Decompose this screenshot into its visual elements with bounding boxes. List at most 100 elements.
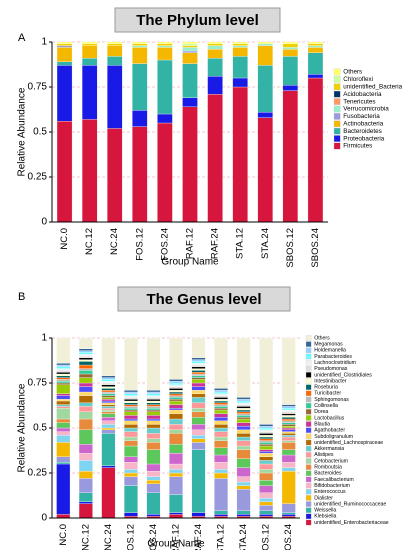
- bar-segment: [281, 503, 296, 513]
- bar-segment: [56, 377, 71, 380]
- legend-swatch: [305, 464, 312, 470]
- x-tick-label: STA.24: [238, 524, 249, 550]
- bar-segment: [307, 47, 324, 53]
- bar-segment: [56, 418, 71, 423]
- bar-segment: [123, 456, 138, 463]
- x-tick-label: RAF.24: [193, 524, 204, 550]
- bar-segment: [78, 368, 93, 371]
- bar-segment: [146, 476, 161, 481]
- x-tick-label: STA.24: [260, 228, 271, 259]
- bar-segment: [191, 366, 206, 369]
- bar-segment: [191, 449, 206, 513]
- bar-segment: [123, 390, 138, 393]
- x-tick-label: SBOS.24: [310, 228, 321, 268]
- bar-segment: [146, 420, 161, 425]
- y-tick-label: 0: [41, 217, 47, 228]
- bar-segment: [56, 61, 73, 66]
- bar-segment: [214, 337, 229, 389]
- bar-segment: [259, 431, 274, 434]
- bar-segment: [169, 386, 183, 389]
- legend-swatch: [305, 476, 312, 483]
- bar-segment: [169, 391, 183, 394]
- bar-segment: [157, 59, 173, 115]
- bar-segment: [281, 420, 296, 423]
- legend-label: Megamonas: [314, 342, 343, 348]
- bar-segment: [146, 395, 161, 398]
- bar-segment: [236, 514, 251, 517]
- bar-segment: [107, 56, 123, 66]
- x-tick-label: FOS.24: [159, 228, 170, 261]
- bar-segment: [169, 382, 183, 385]
- legend-swatch: [305, 519, 312, 526]
- bar-segment: [146, 415, 161, 420]
- legend-swatch: [305, 390, 312, 397]
- bar-segment: [182, 97, 198, 107]
- legend-swatch: [305, 482, 312, 489]
- legend-swatch: [305, 445, 312, 452]
- y-axis-label: Relative Abundance: [17, 383, 28, 472]
- bar-segment: [214, 393, 229, 396]
- bar-segment: [56, 366, 71, 369]
- bar-segment: [56, 382, 71, 385]
- chart-title: The Genus level: [146, 291, 261, 308]
- legend-label: Faecalibacterium: [314, 477, 354, 483]
- bar-segment: [259, 337, 274, 425]
- bar-segment: [56, 375, 71, 378]
- bar-segment: [123, 445, 138, 457]
- bar-segment: [146, 399, 161, 402]
- bar-segment: [236, 397, 251, 400]
- bar-segment: [81, 65, 98, 120]
- bar-segment: [146, 337, 161, 391]
- bar-segment: [78, 382, 93, 387]
- bar-segment: [191, 364, 206, 367]
- bar-segment: [207, 94, 223, 223]
- bar-segment: [232, 45, 248, 48]
- bar-segment: [259, 445, 274, 450]
- bar-segment: [123, 402, 138, 405]
- legend-label: Enterococcus: [314, 489, 346, 495]
- bar-segment: [123, 400, 138, 403]
- bar-segment: [101, 388, 116, 391]
- title-box: [117, 286, 291, 312]
- bar-segment: [169, 453, 183, 465]
- legend-swatch: [305, 341, 312, 347]
- legend-swatch: [305, 409, 312, 415]
- y-tick-label: 0.5: [33, 423, 47, 434]
- bar-segment: [101, 433, 116, 466]
- bar-segment: [307, 74, 324, 79]
- bar-segment: [236, 445, 251, 450]
- bar-segment: [214, 436, 229, 441]
- legend-label: unidentified_Ruminococcaceae: [314, 501, 386, 507]
- legend-label: Weissella: [314, 508, 336, 514]
- bar-segment: [78, 492, 93, 502]
- x-axis-label: Group Name: [161, 257, 219, 268]
- bar-segment: [169, 400, 183, 405]
- legend-label: Lactobacillus: [314, 415, 344, 421]
- bar-segment: [146, 514, 161, 517]
- bar-segment: [236, 429, 251, 434]
- bar-segment: [123, 395, 138, 398]
- bar-segment: [132, 126, 148, 223]
- legend-label: Bacteroides: [314, 471, 342, 477]
- bar-segment: [169, 393, 183, 396]
- x-tick-label: FOS.24: [148, 524, 159, 550]
- bar-segment: [101, 391, 116, 394]
- bar-segment: [56, 41, 73, 44]
- bar-segment: [107, 45, 123, 57]
- bar-segment: [78, 354, 93, 357]
- bar-segment: [123, 399, 138, 402]
- legend-label: Firmicutes: [343, 143, 372, 150]
- legend-label: Sphingomonas: [314, 397, 349, 403]
- bar-segment: [81, 43, 98, 46]
- legend-label: Proteobacteria: [343, 135, 384, 142]
- bar-segment: [157, 113, 173, 124]
- bar-segment: [78, 460, 93, 472]
- bar-segment: [259, 436, 274, 439]
- bar-segment: [169, 512, 183, 515]
- bar-segment: [214, 417, 229, 421]
- bar-segment: [214, 420, 229, 425]
- bar-segment: [232, 41, 248, 44]
- bar-segment: [146, 411, 161, 416]
- legend-label: Parabacteroides: [314, 354, 352, 360]
- bar-segment: [281, 512, 296, 515]
